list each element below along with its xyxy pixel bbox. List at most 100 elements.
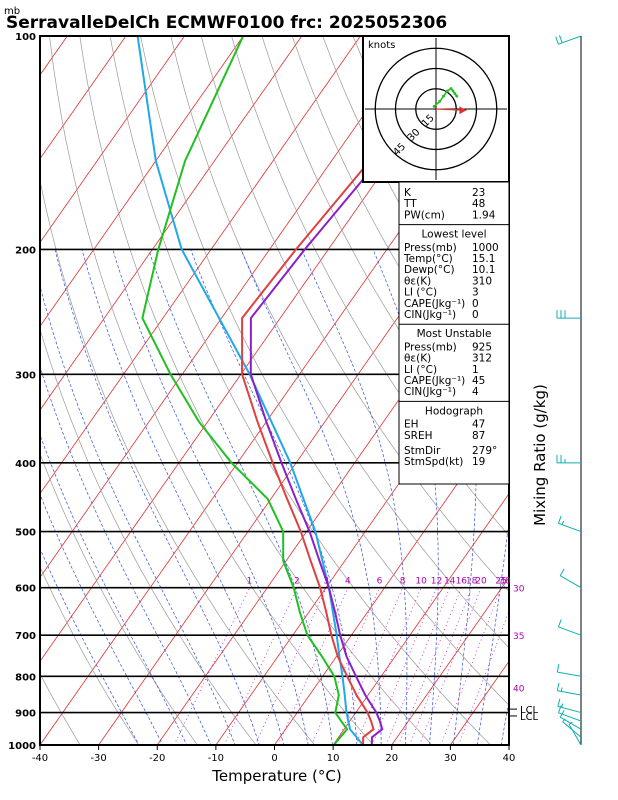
pressure-unit-label: mb bbox=[4, 6, 20, 17]
hodograph-ring bbox=[374, 47, 498, 171]
hodograph-point bbox=[449, 87, 453, 90]
dry-adiabat-line bbox=[231, 36, 509, 537]
barb-flag bbox=[559, 568, 565, 576]
index-value: 925 bbox=[472, 341, 492, 353]
mixing-ratio-line bbox=[419, 587, 482, 745]
index-value: 87 bbox=[472, 430, 485, 442]
index-value: 48 bbox=[472, 198, 485, 210]
index-label: CAPE(Jkg⁻¹) bbox=[404, 375, 465, 387]
index-value: 1.94 bbox=[472, 209, 496, 221]
barb-flag bbox=[559, 35, 563, 44]
index-value: 0 bbox=[472, 298, 479, 310]
mixing-ratio-label: 12 bbox=[431, 577, 442, 587]
barb-staff bbox=[558, 626, 582, 636]
dry-adiabat-line bbox=[40, 327, 257, 745]
indices-frame bbox=[398, 181, 510, 485]
dry-adiabat-line bbox=[261, 36, 509, 481]
dewpoint-line bbox=[141, 36, 349, 745]
dry-adiabat-line bbox=[40, 178, 316, 745]
index-label: PW(cm) bbox=[404, 209, 445, 221]
moist-adiabat-line bbox=[40, 547, 140, 745]
hodograph-point bbox=[442, 94, 445, 98]
dry-adiabat-lines bbox=[40, 36, 509, 745]
right-axis-label: Mixing Ratio (g/kg) bbox=[531, 384, 549, 526]
moist-adiabat-line bbox=[500, 698, 509, 745]
mixing-ratio-line bbox=[385, 587, 451, 745]
temperature-tick-label: 40 bbox=[503, 753, 516, 764]
mixing-ratio-line bbox=[355, 587, 422, 745]
index-label: Temp(°C) bbox=[403, 253, 453, 265]
index-value: 15.1 bbox=[472, 253, 495, 265]
hodograph-point bbox=[432, 105, 436, 108]
moist-adiabat-line bbox=[40, 365, 212, 745]
barb-staff bbox=[557, 671, 582, 677]
x-axis-label: Temperature (°C) bbox=[211, 767, 341, 785]
temperature-tick-label: -20 bbox=[149, 753, 165, 764]
pressure-tick-label: 300 bbox=[15, 370, 36, 381]
pressure-tick-label: 200 bbox=[15, 245, 36, 256]
barb-half-flag bbox=[561, 520, 565, 525]
mixing-ratio-label: 20 bbox=[475, 577, 487, 587]
index-label: Dewp(°C) bbox=[404, 264, 455, 276]
index-label: LI (°C) bbox=[404, 287, 437, 299]
wind-barb bbox=[556, 310, 581, 319]
temperature-tick-label: 20 bbox=[385, 753, 398, 764]
virtual-temperature-line bbox=[249, 36, 476, 745]
mixing-ratio-line bbox=[409, 587, 473, 745]
index-label: θε(K) bbox=[404, 275, 431, 287]
temperature-line bbox=[241, 36, 467, 745]
dry-adiabat-line bbox=[40, 673, 81, 745]
index-value: 19 bbox=[472, 456, 485, 468]
mixing-ratio-label: 2 bbox=[294, 577, 300, 587]
mixing-ratio-line bbox=[311, 587, 380, 745]
lcl-label: LCL bbox=[520, 712, 539, 723]
mixing-ratio-label: 18 bbox=[466, 577, 478, 587]
mixing-ratio-line bbox=[458, 609, 509, 745]
barb-staff bbox=[562, 721, 582, 738]
pressure-tick-label: 100 bbox=[15, 32, 36, 43]
isotherm-line bbox=[391, 576, 509, 745]
index-value: 23 bbox=[472, 187, 485, 199]
hodograph-point bbox=[453, 92, 457, 96]
barb-half-flag bbox=[560, 687, 563, 692]
lcl-label: LCL bbox=[520, 705, 539, 716]
temperature-tick-label: 0 bbox=[271, 753, 277, 764]
index-value: 4 bbox=[472, 386, 479, 398]
isotherm-line bbox=[40, 36, 127, 160]
index-value: 1 bbox=[472, 364, 479, 376]
mixing-ratio-label: 4 bbox=[345, 577, 351, 587]
wind-barb bbox=[556, 454, 581, 464]
indices-section-header: Lowest level bbox=[421, 229, 486, 241]
index-value: 10.1 bbox=[472, 264, 495, 276]
barb-flag bbox=[555, 36, 559, 45]
temperature-tick-labels: -40 -30 -20 -10 0 10 20 30 40 bbox=[32, 745, 516, 764]
isotherm-line bbox=[40, 36, 420, 579]
index-label: StmDir bbox=[404, 445, 441, 457]
hodograph-ring bbox=[415, 88, 457, 130]
pressure-tick-label: 600 bbox=[15, 584, 36, 595]
moist-adiabat-line bbox=[40, 493, 164, 745]
index-value: 47 bbox=[472, 419, 485, 431]
dry-adiabat-line bbox=[200, 36, 509, 592]
wind-barb bbox=[556, 664, 582, 677]
pressure-tick-label: 900 bbox=[15, 709, 36, 720]
hodograph-point bbox=[451, 89, 455, 93]
index-label: EH bbox=[404, 419, 419, 431]
index-value: 279° bbox=[472, 445, 497, 457]
index-label: TT bbox=[403, 198, 417, 210]
mixing-ratio-label: 16 bbox=[456, 577, 468, 587]
index-label: LI (°C) bbox=[404, 364, 437, 376]
pressure-tick-labels: 100 200 300 400 500 600 700 800 900 1000 bbox=[8, 32, 36, 752]
pressure-tick-label: 800 bbox=[15, 672, 36, 683]
theta-e-label: 35 bbox=[513, 632, 524, 642]
mixing-ratio-line bbox=[371, 587, 437, 745]
theta-e-label: 30 bbox=[513, 585, 525, 595]
hodograph-units: knots bbox=[368, 40, 395, 51]
barb-staff bbox=[558, 522, 582, 533]
index-label: StmSpd(kt) bbox=[404, 456, 463, 468]
barb-staff bbox=[558, 712, 582, 722]
moist-adiabat-line bbox=[81, 249, 285, 745]
